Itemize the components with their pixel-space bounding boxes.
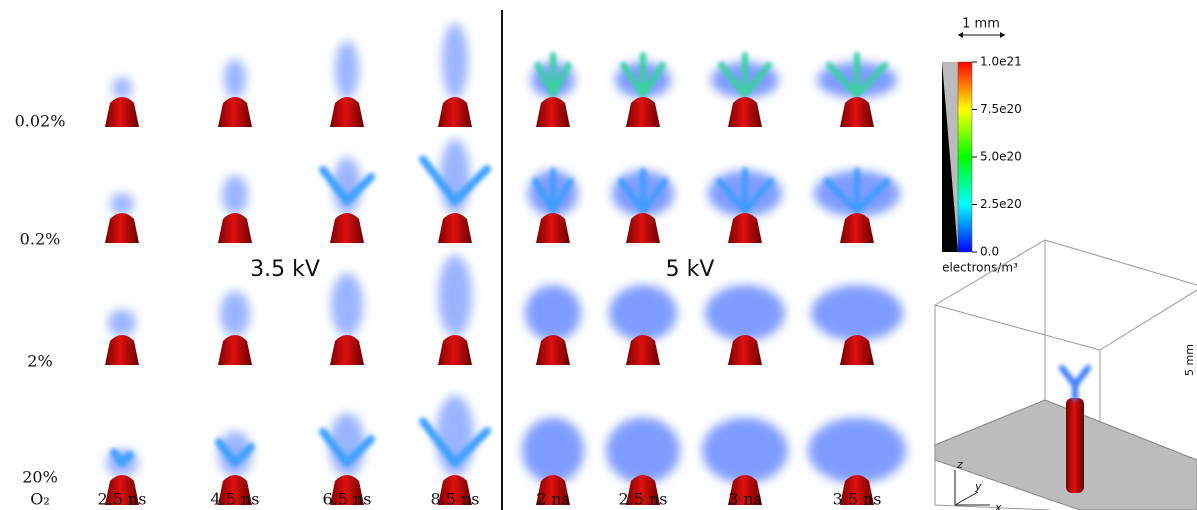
cell [330,273,364,365]
row-label: 2% [27,352,52,371]
colorbar-ticks: 1.0e21 7.5e20 5.0e20 2.5e20 0.0 [972,55,1022,259]
electrode [728,97,762,127]
time-label: 3 ns [728,490,762,509]
streamer-halo [522,418,584,484]
time-label: 6.5 ns [322,490,371,509]
inset-height-label: 5 mm [1183,344,1196,376]
colorbar-tick-label: 7.5e20 [980,102,1022,116]
simulation-grid [105,23,906,505]
inset-3d [935,240,1197,510]
streamer-halo [702,418,788,484]
axis-label: y [974,480,982,493]
row-label: 0.02% [15,112,66,131]
electrode [536,213,570,243]
time-label: 4.5 ns [210,490,259,509]
cell [423,139,487,243]
colorbar-tick-label: 2.5e20 [980,197,1022,211]
colorbar-tick-label: 0.0 [980,245,999,259]
streamer-halo [808,418,906,484]
electrode [105,335,139,365]
cell [811,285,903,365]
voltage-label: 3.5 kV [250,257,320,282]
electrode [536,335,570,365]
cell [105,77,139,127]
cell [423,395,487,505]
electrode [218,213,252,243]
electrode [330,97,364,127]
electrode [438,335,472,365]
cell [531,55,575,127]
cell [218,291,252,365]
figure: O₂ 1 mm 1.0e217.5e205.0e202.5e200.0 elec… [0,0,1197,510]
electrode [626,97,660,127]
colorbar [958,62,972,252]
axis-label: z [956,458,963,471]
time-label: 2 ns [536,490,570,509]
cell [218,59,252,127]
cell [438,23,472,127]
time-label: 2.5 ns [97,490,146,509]
electrode [105,97,139,127]
row-header: O₂ [30,490,50,509]
electrode [438,213,472,243]
cell [330,41,364,127]
voltage-label: 5 kV [666,257,715,282]
axis-label: x [994,501,1002,510]
cell [525,285,581,365]
cell [323,157,371,243]
cell [105,193,139,243]
cell [612,171,674,244]
electrode [728,213,762,243]
cell [705,285,785,365]
colorbar-tick-label: 1.0e21 [980,55,1022,69]
row-label: 0.2% [20,230,61,249]
cell [615,55,671,127]
cell [708,171,782,244]
cell [711,55,779,127]
time-label: 3.5 ns [832,490,881,509]
cell [609,285,677,365]
electrode [626,335,660,365]
cell [528,171,578,244]
cell [105,309,139,365]
cell [814,171,900,244]
electrode [840,97,874,127]
electrode [330,335,364,365]
electrode [536,97,570,127]
electrode [218,335,252,365]
electrode [218,97,252,127]
time-label: 2.5 ns [618,490,667,509]
electrode [330,213,364,243]
electrode [840,213,874,243]
cell [817,55,897,127]
electrode [105,213,139,243]
streamer-halo [606,418,680,484]
electrode [438,97,472,127]
colorbar-tick-label: 5.0e20 [980,150,1022,164]
time-label: 8.5 ns [430,490,479,509]
row-label: 20% [22,468,58,487]
scale-bar-label: 1 mm [962,17,1000,32]
cell [438,255,472,365]
electrode [626,213,660,243]
cell [218,175,252,243]
